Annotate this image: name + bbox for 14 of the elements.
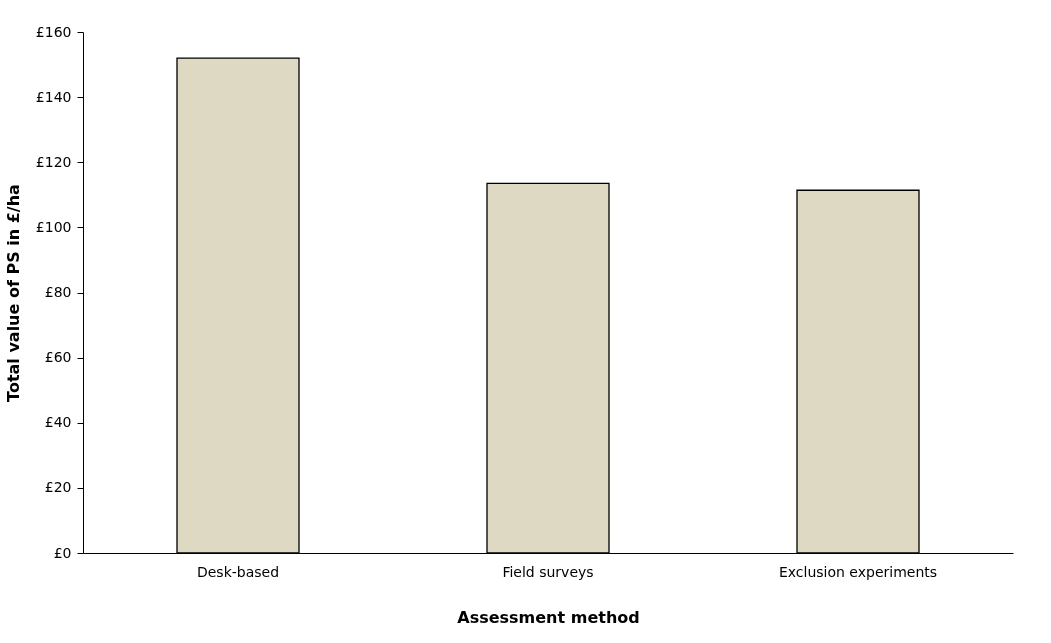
y-tick-label: £80 <box>44 284 72 300</box>
y-tick-label: £160 <box>35 23 72 40</box>
x-axis-title: Assessment method <box>457 607 640 627</box>
y-tick-label: £100 <box>35 218 72 235</box>
x-tick-label: Desk-based <box>196 563 280 580</box>
y-tick-label: £40 <box>44 414 72 431</box>
y-tick-label: £0 <box>53 544 72 561</box>
y-tick-label: £120 <box>35 153 72 170</box>
x-tick-label: Exclusion experiments <box>778 563 938 580</box>
y-tick-label: £60 <box>44 349 72 366</box>
y-tick-label: £140 <box>35 88 72 105</box>
x-tick-label: Field surveys <box>502 563 594 580</box>
y-axis-title: Total value of PS in £/ha <box>3 184 23 402</box>
y-tick-label: £20 <box>44 479 72 496</box>
